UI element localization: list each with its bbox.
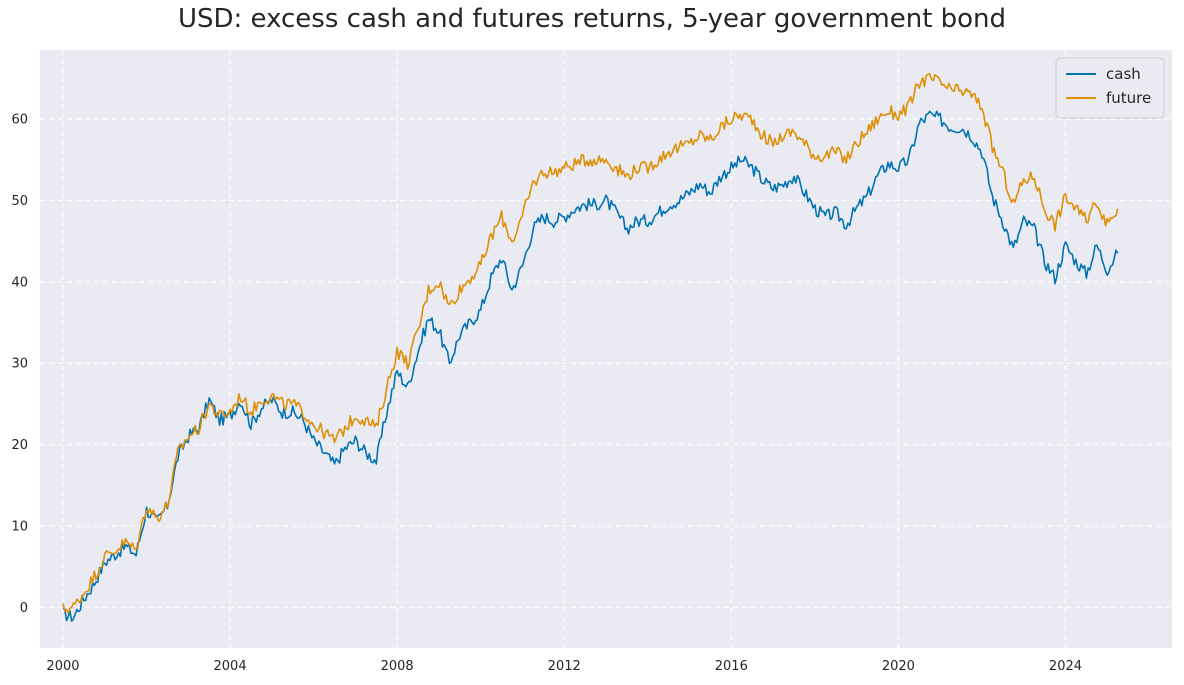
y-tick-label: 40 xyxy=(11,275,28,290)
plot-background xyxy=(40,50,1172,648)
x-tick-label: 2024 xyxy=(1049,659,1082,674)
tick-layer: 2000 2004 2008 2012 2016 2020 2024 0 10 20 30 40 50 6… xyxy=(11,113,1082,674)
series-line-future xyxy=(62,72,1119,615)
y-tick-label: 50 xyxy=(11,194,28,209)
x-tick-label: 2016 xyxy=(715,659,748,674)
y-tick-label: 10 xyxy=(11,519,28,534)
x-tick-label: 2020 xyxy=(882,659,915,674)
y-tick-label: 0 xyxy=(20,601,28,616)
y-tick-label: 30 xyxy=(11,357,28,372)
x-tick-label: 2008 xyxy=(381,659,414,674)
series-line-cash xyxy=(62,110,1119,623)
y-tick-label: 60 xyxy=(11,113,28,128)
chart-title: USD: excess cash and futures returns, 5-… xyxy=(177,4,1007,34)
y-tick-label: 20 xyxy=(11,438,28,453)
x-tick-label: 2004 xyxy=(214,659,247,674)
x-tick-label: 2000 xyxy=(46,659,79,674)
series-layer xyxy=(62,72,1119,623)
legend: cash future xyxy=(1055,57,1165,119)
legend-label-cash: cash xyxy=(1106,65,1141,83)
x-tick-label: 2012 xyxy=(548,659,581,674)
legend-label-future: future xyxy=(1106,89,1151,107)
